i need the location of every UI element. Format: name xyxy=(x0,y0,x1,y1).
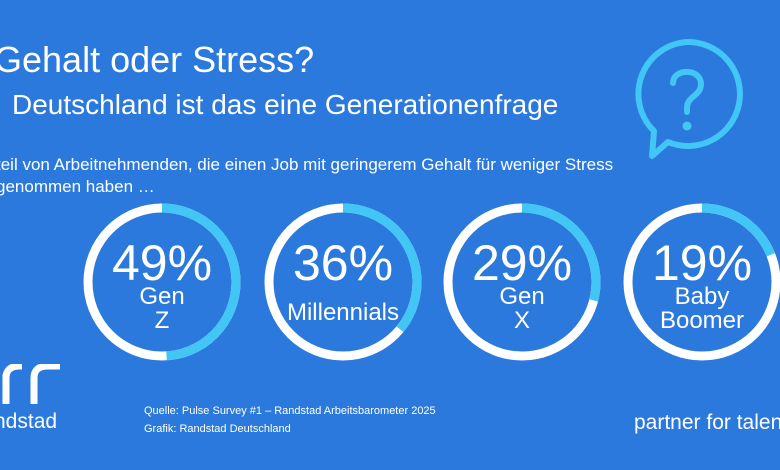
donut-1: 36% Millennials xyxy=(264,203,422,361)
donut-arc xyxy=(623,203,780,361)
credit-note: Grafik: Randstad Deutschland xyxy=(144,423,291,435)
donut-arc xyxy=(443,203,601,361)
donut-charts: 49%GenZ36%Millennials29%GenX19%BabyBoome… xyxy=(83,203,780,361)
question-bubble-icon xyxy=(635,38,743,159)
donut-category-label: Baby xyxy=(675,283,730,310)
donut-category-label: Gen xyxy=(139,283,184,310)
page-subtitle: Deutschland ist das eine Generationenfra… xyxy=(12,89,559,120)
donut-value-label: 19% xyxy=(652,235,752,291)
chart-description: teil von Arbeitnehmenden, die einen Job … xyxy=(0,155,614,196)
donut-value-label: 36% xyxy=(293,235,393,291)
randstad-logo-icon xyxy=(2,364,60,404)
donut-category-label: X xyxy=(514,307,530,334)
donut-arc xyxy=(83,203,241,361)
donut-category-label: Gen xyxy=(499,283,544,310)
donut-value-label: 49% xyxy=(112,235,212,291)
donut-arc xyxy=(264,203,422,361)
donut-category-label: Boomer xyxy=(660,307,744,334)
source-note: Quelle: Pulse Survey #1 – Randstad Arbei… xyxy=(144,405,436,417)
donut-value-label: 29% xyxy=(472,235,572,291)
page-title: Gehalt oder Stress? xyxy=(0,39,315,80)
brand-name: ndstad xyxy=(0,410,58,433)
donut-category-label: Millennials xyxy=(287,299,399,326)
donut-category-label: Z xyxy=(155,307,170,334)
tagline: partner for talen xyxy=(634,411,780,434)
